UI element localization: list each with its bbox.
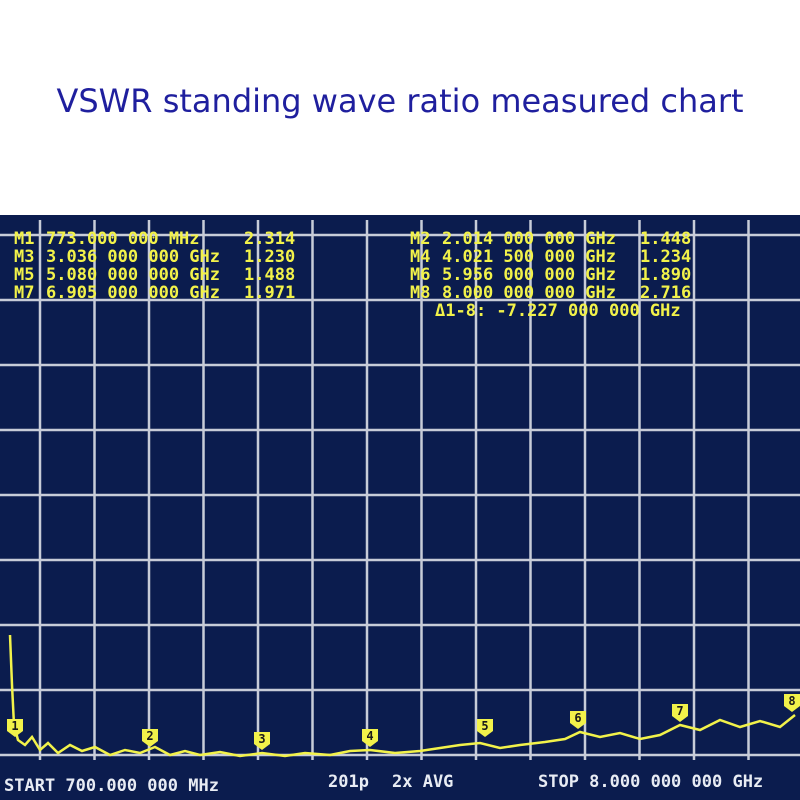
marker-flag-label: 5: [481, 719, 488, 733]
vna-screen: 1 2 3 4 5 6 7 8 M1 773.000 000 MHz 2.314 M2 2.014 0…: [0, 215, 800, 800]
marker-value: 1.448: [640, 229, 691, 249]
marker-label: M7: [14, 283, 34, 303]
marker-value: 2.716: [640, 283, 691, 303]
start: START 700.000 000 MHz: [4, 776, 219, 796]
marker-freq: 773.000 000 MHz: [46, 229, 200, 249]
marker-value: 1.230: [244, 247, 295, 267]
marker-freq: 5.080 000 000 GHz: [46, 265, 220, 285]
marker-value: 2.314: [244, 229, 295, 249]
marker-flag: [254, 732, 270, 750]
delta: Δ1-8: -7.227 000 000 GHz: [435, 301, 681, 321]
marker-flag: [7, 719, 23, 737]
marker-flag: [784, 694, 800, 712]
marker-flag-label: 4: [366, 729, 373, 743]
marker-flag-label: 2: [146, 729, 153, 743]
marker-flag: [142, 729, 158, 747]
marker-flag: [570, 711, 586, 729]
marker-value: 1.971: [244, 283, 295, 303]
marker-freq: 5.956 000 000 GHz: [442, 265, 616, 285]
marker-label: M6: [410, 265, 430, 285]
marker-flag: [477, 719, 493, 737]
marker-flag-label: 7: [676, 704, 683, 718]
marker-flag-label: 1: [11, 719, 18, 733]
title: VSWR standing wave ratio measured chart: [56, 82, 744, 120]
marker-label: M1: [14, 229, 34, 249]
screen-bg: [0, 215, 800, 800]
marker-flag-label: 3: [258, 732, 265, 746]
marker-freq: 2.014 000 000 GHz: [442, 229, 616, 249]
trace: [8, 634, 796, 758]
marker-flag-label: 6: [574, 711, 581, 725]
marker-freq: 6.905 000 000 GHz: [46, 283, 220, 303]
marker-label: M8: [410, 283, 430, 303]
stop: STOP 8.000 000 000 GHz: [538, 772, 763, 792]
marker-label: M3: [14, 247, 34, 267]
avg: 2x AVG: [392, 772, 453, 792]
marker-label: M2: [410, 229, 430, 249]
marker-freq: 4.021 500 000 GHz: [442, 247, 616, 267]
marker-flag: [672, 704, 688, 722]
marker-flag: [362, 729, 378, 747]
marker-flag-label: 8: [788, 694, 795, 708]
marker-value: 1.234: [640, 247, 691, 267]
marker-freq: 3.036 000 000 GHz: [46, 247, 220, 267]
marker-value: 1.488: [244, 265, 295, 285]
marker-label: M4: [410, 247, 430, 267]
points: 201p: [328, 772, 369, 792]
marker-label: M5: [14, 265, 34, 285]
marker-freq: 8.000 000 000 GHz: [442, 283, 616, 303]
marker-value: 1.890: [640, 265, 691, 285]
